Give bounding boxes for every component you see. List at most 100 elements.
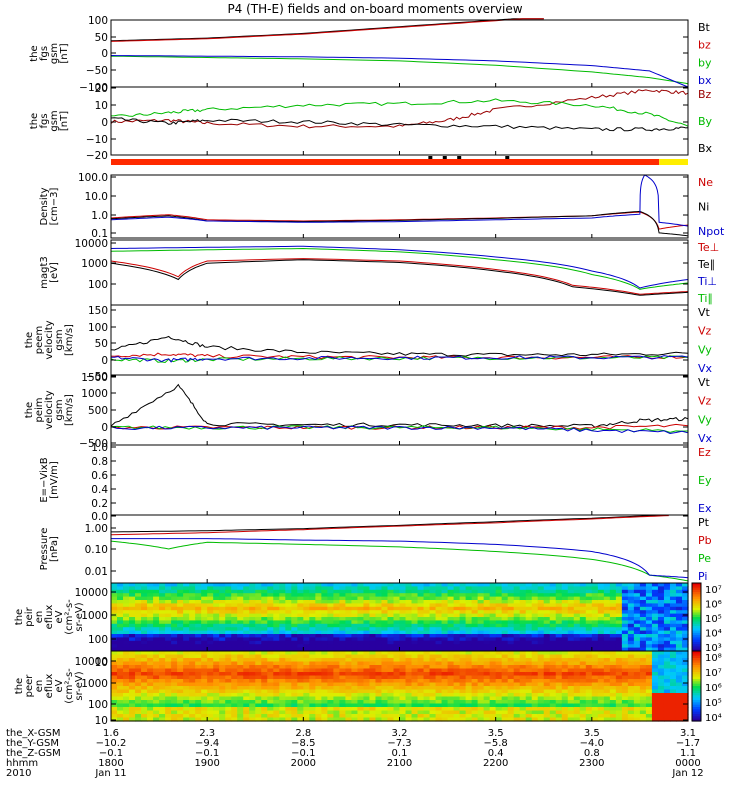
heatmap-cell — [363, 596, 371, 601]
heatmap-cell — [681, 610, 689, 615]
heatmap-cell — [321, 620, 328, 625]
heatmap-cell — [507, 593, 515, 598]
heatmap-cell — [537, 665, 545, 670]
heatmap-cell — [201, 654, 208, 659]
heatmap-cell — [273, 675, 280, 680]
heatmap-cell — [111, 644, 118, 649]
heatmap-cell — [657, 630, 665, 635]
heatmap-cell — [657, 710, 665, 715]
heatmap-cell — [315, 617, 322, 621]
heatmap-cell — [477, 661, 485, 666]
heatmap-cell — [477, 654, 485, 659]
heatmap-cell — [345, 696, 353, 701]
heatmap-cell — [615, 589, 623, 594]
heatmap-cell — [507, 654, 515, 659]
heatmap-cell — [591, 630, 599, 635]
heatmap-cell — [681, 693, 689, 698]
heatmap-cell — [663, 661, 671, 666]
heatmap-cell — [537, 610, 545, 615]
heatmap-cell — [117, 651, 124, 656]
heatmap-cell — [579, 617, 587, 621]
heatmap-cell — [183, 714, 190, 719]
heatmap-cell — [591, 627, 599, 632]
heatmap-cell — [225, 661, 232, 666]
heatmap-cell — [261, 613, 268, 618]
heatmap-cell — [681, 586, 689, 591]
heatmap-cell — [639, 661, 647, 666]
heatmap-cell — [627, 679, 635, 684]
heatmap-cell — [423, 675, 431, 680]
heatmap-cell — [645, 675, 653, 680]
heatmap-cell — [441, 717, 449, 722]
heatmap-cell — [273, 606, 280, 611]
heatmap-cell — [597, 689, 605, 694]
heatmap-cell — [471, 665, 479, 670]
heatmap-cell — [585, 634, 593, 638]
heatmap-cell — [621, 703, 629, 708]
heatmap-cell — [621, 620, 629, 625]
heatmap-cell — [507, 583, 515, 587]
heatmap-cell — [459, 644, 467, 649]
y-tick-label: 50 — [95, 338, 108, 350]
heatmap-cell — [585, 606, 593, 611]
heatmap-cell — [369, 606, 377, 611]
heatmap-cell — [327, 640, 334, 645]
heatmap-cell — [405, 654, 413, 659]
heatmap-cell — [225, 714, 232, 719]
heatmap-cell — [291, 617, 298, 621]
heatmap-cell — [183, 620, 190, 625]
heatmap-cell — [591, 617, 599, 621]
heatmap-cell — [609, 672, 617, 677]
heatmap-cell — [351, 634, 359, 638]
heatmap-cell — [669, 668, 677, 673]
heatmap-cell — [567, 714, 575, 719]
heatmap-cell — [453, 672, 461, 677]
heatmap-cell — [123, 617, 130, 621]
heatmap-cell — [183, 658, 190, 663]
heatmap-cell — [123, 696, 130, 701]
colorbar-step — [692, 630, 701, 634]
heatmap-cell — [171, 679, 178, 684]
heatmap-cell — [591, 672, 599, 677]
heatmap-cell — [633, 668, 641, 673]
heatmap-cell — [639, 714, 647, 719]
heatmap-cell — [567, 693, 575, 698]
heatmap-cell — [591, 640, 599, 645]
heatmap-cell — [285, 596, 292, 601]
heatmap-cell — [153, 682, 160, 687]
heatmap-cell — [177, 679, 184, 684]
heatmap-cell — [591, 658, 599, 663]
heatmap-cell — [237, 714, 244, 719]
heatmap-cell — [129, 640, 136, 645]
heatmap-cell — [291, 583, 298, 587]
heatmap-cell — [291, 623, 298, 628]
heatmap-cell — [357, 651, 365, 656]
heatmap-cell — [225, 637, 232, 642]
heatmap-cell — [663, 665, 671, 670]
heatmap-cell — [651, 661, 659, 666]
heatmap-cell — [171, 693, 178, 698]
heatmap-cell — [249, 583, 256, 587]
heatmap-cell — [507, 610, 515, 615]
heatmap-cell — [195, 586, 202, 591]
heatmap-cell — [351, 644, 359, 649]
heatmap-cell — [255, 693, 262, 698]
legend-entry: Ti∥ — [697, 292, 713, 305]
heatmap-cell — [201, 679, 208, 684]
heatmap-cell — [585, 610, 593, 615]
heatmap-cell — [441, 658, 449, 663]
heatmap-cell — [519, 686, 527, 691]
heatmap-cell — [669, 610, 677, 615]
heatmap-cell — [135, 637, 142, 642]
heatmap-cell — [543, 603, 551, 608]
heatmap-cell — [531, 589, 539, 594]
heatmap-cell — [537, 686, 545, 691]
heatmap-cell — [375, 637, 383, 642]
heatmap-cell — [273, 658, 280, 663]
heatmap-cell — [273, 617, 280, 621]
heatmap-cell — [651, 693, 659, 698]
heatmap-cell — [603, 589, 611, 594]
heatmap-cell — [153, 665, 160, 670]
heatmap-cell — [201, 693, 208, 698]
heatmap-cell — [645, 651, 653, 656]
